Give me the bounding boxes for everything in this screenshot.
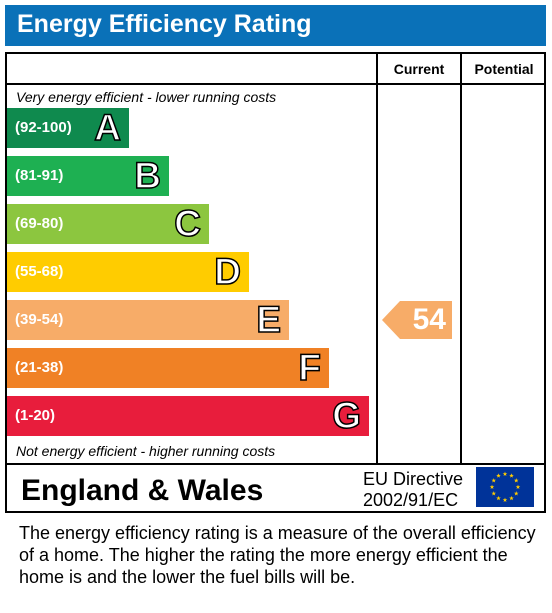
eu-directive-line1: EU Directive xyxy=(363,469,464,489)
band-letter-label: B xyxy=(134,154,162,197)
eu-star-icon xyxy=(509,473,514,478)
rating-band-c: (69-80) C xyxy=(7,202,209,245)
rating-band-g: (1-20) G xyxy=(7,394,369,437)
eu-star-icon xyxy=(509,495,514,501)
title-bar: Energy Efficiency Rating xyxy=(5,5,546,46)
band-letter-label: G xyxy=(331,394,361,437)
current-rating-indicator: 54 xyxy=(382,301,452,339)
footer-divider xyxy=(7,463,546,465)
eu-star-icon xyxy=(515,484,521,489)
band-range-label: (21-38) xyxy=(15,359,64,376)
rating-band-d: (55-68) D xyxy=(7,250,249,293)
eu-star-icon xyxy=(491,478,497,483)
band-range-label: (69-80) xyxy=(15,215,64,232)
potential-column-header: Potential xyxy=(474,61,534,77)
eu-flag-icon xyxy=(476,467,534,507)
band-range-label: (1-20) xyxy=(15,407,56,424)
rating-band-a: (92-100) A xyxy=(7,106,129,149)
eu-star-icon xyxy=(502,497,508,502)
current-rating-indicator-value: 54 xyxy=(412,303,446,336)
eu-star-icon xyxy=(502,471,508,476)
band-letter-label: C xyxy=(174,202,202,245)
current-rating-indicator-arrow-shape xyxy=(382,301,452,339)
eu-star-icon xyxy=(496,473,501,478)
current-column-header: Current xyxy=(393,61,445,77)
region-label: England & Wales xyxy=(21,474,264,507)
top-note: Very energy efficient - lower running co… xyxy=(16,89,277,105)
potential-column-divider xyxy=(460,54,462,465)
eu-star-icon xyxy=(513,478,519,483)
band-range-label: (81-91) xyxy=(15,167,64,184)
eu-star-icon xyxy=(513,491,519,496)
rating-band-e: (39-54) E xyxy=(7,298,289,341)
current-column-divider xyxy=(376,54,378,465)
band-range-label: (39-54) xyxy=(15,311,64,328)
eu-star-icon xyxy=(491,491,497,496)
band-letter-label: F xyxy=(298,346,322,389)
band-range-label: (92-100) xyxy=(15,119,72,136)
header-divider xyxy=(7,83,546,85)
page-title: Energy Efficiency Rating xyxy=(17,10,312,38)
band-letter-label: A xyxy=(94,106,122,149)
rating-chart: Current Potential Very energy efficient … xyxy=(5,52,546,513)
eu-star-icon xyxy=(489,484,495,489)
eu-directive-line2: 2002/91/EC xyxy=(363,490,459,510)
band-letter-label: D xyxy=(214,250,242,293)
band-letter-label: E xyxy=(256,298,282,341)
bottom-note: Not energy efficient - higher running co… xyxy=(16,443,276,459)
eu-star-icon xyxy=(496,495,501,501)
description-text: The energy efficiency rating is a measur… xyxy=(19,523,536,587)
rating-band-b: (81-91) B xyxy=(7,154,169,197)
band-range-label: (55-68) xyxy=(15,263,64,280)
rating-band-f: (21-38) F xyxy=(7,346,329,389)
